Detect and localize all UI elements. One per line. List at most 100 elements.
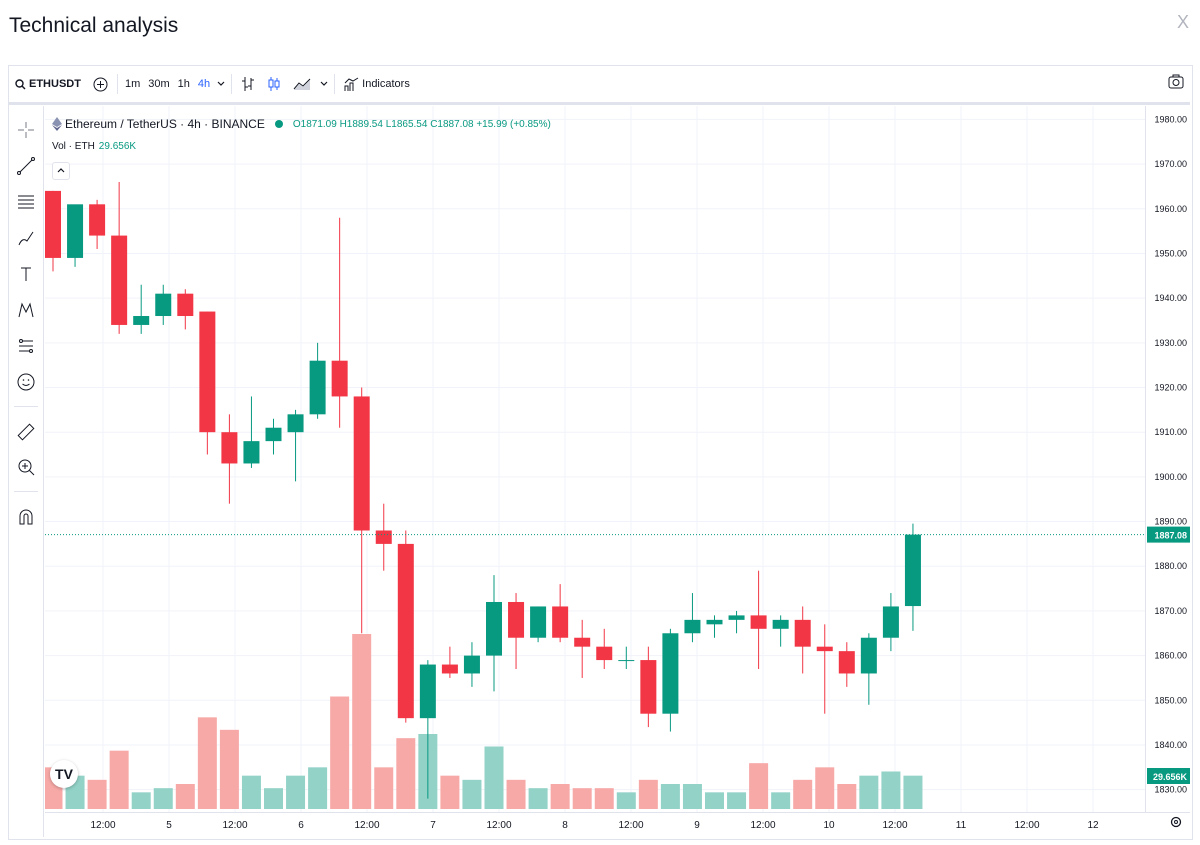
- volume-bar: [793, 779, 813, 809]
- ruler-icon[interactable]: [16, 422, 36, 442]
- volume-bar: [197, 717, 217, 809]
- candle-body: [662, 633, 679, 714]
- price-tick-label: 1900.00: [1154, 472, 1187, 482]
- candle: [353, 387, 370, 634]
- candle-body: [353, 396, 370, 531]
- style-dropdown-chevron-down-icon[interactable]: [317, 66, 331, 102]
- volume-bar: [352, 634, 372, 809]
- volume-bar: [484, 746, 504, 809]
- time-tick-label: 12:00: [750, 820, 775, 831]
- volume-bar: [859, 775, 879, 809]
- volume-bar: [837, 784, 857, 809]
- price-tick-label: 1920.00: [1154, 383, 1187, 393]
- time-tick-label: 11: [956, 820, 967, 831]
- volume-bar: [594, 788, 614, 809]
- text-tool-icon[interactable]: [16, 264, 36, 284]
- price-axis[interactable]: 1980.00 1970.00 1960.00 1950.00 1940.00 1930.…: [1145, 106, 1191, 812]
- candle: [816, 624, 833, 714]
- candle-body: [155, 293, 172, 317]
- toolbar-divider: [14, 406, 38, 407]
- candle: [596, 628, 613, 670]
- candle-body: [331, 360, 348, 397]
- price-tick-label: 1860.00: [1154, 651, 1187, 661]
- timeframe-1h[interactable]: 1h: [177, 78, 190, 90]
- candle: [133, 284, 150, 334]
- chevron-up-icon: [57, 168, 65, 173]
- time-tick-label: 5: [166, 820, 172, 831]
- close-icon[interactable]: X: [1176, 12, 1189, 32]
- candle-body: [552, 606, 569, 638]
- candle: [574, 619, 591, 678]
- volume-legend: Vol · ETH 29.656K: [52, 141, 136, 152]
- time-tick-label: 10: [823, 820, 835, 831]
- zoom-in-icon[interactable]: [16, 457, 36, 477]
- volume-bar: [705, 792, 724, 809]
- brush-icon[interactable]: [16, 228, 36, 248]
- volume-bar: [175, 784, 195, 809]
- drawing-toolbar: [9, 106, 44, 837]
- camera-icon[interactable]: [1168, 74, 1184, 92]
- candle-style-icon[interactable]: [261, 66, 287, 102]
- candle: [67, 204, 84, 267]
- volume-bar: [727, 792, 747, 809]
- volume-bar: [264, 788, 283, 809]
- candle: [287, 409, 304, 482]
- candle-body: [177, 293, 194, 317]
- time-tick-label: 12:00: [882, 820, 907, 831]
- candle: [508, 593, 525, 670]
- candle-body: [772, 619, 789, 629]
- volume-bar: [749, 763, 769, 809]
- volume-bar: [682, 784, 702, 809]
- candle: [111, 181, 128, 334]
- candle-body: [706, 619, 723, 625]
- candle: [397, 530, 414, 723]
- ohlc-values: O1871.09 H1889.54 L1865.54 C1887.08 +15.…: [292, 118, 551, 130]
- trend-line-icon[interactable]: [16, 156, 36, 176]
- volume-bar: [131, 792, 151, 809]
- price-tick-label: 1890.00: [1154, 517, 1187, 527]
- magnet-icon[interactable]: [16, 507, 36, 527]
- search-icon: [15, 78, 26, 89]
- emoji-icon[interactable]: [16, 372, 36, 392]
- candle: [904, 523, 921, 631]
- candle-body: [508, 601, 525, 638]
- pattern-icon[interactable]: [16, 300, 36, 320]
- candle-body: [750, 615, 767, 629]
- candle-body: [243, 441, 260, 464]
- time-tick-label: 9: [694, 820, 700, 831]
- candle-body: [67, 204, 84, 258]
- candle: [772, 615, 789, 647]
- collapse-legend-button[interactable]: [52, 162, 70, 180]
- price-tick-label: 1910.00: [1154, 427, 1187, 437]
- candle-body: [199, 311, 216, 433]
- candle-series: [45, 181, 921, 799]
- candle-body: [640, 660, 657, 714]
- candle-body: [882, 606, 899, 638]
- candle: [882, 593, 899, 652]
- fib-retracement-icon[interactable]: [16, 192, 36, 212]
- prediction-tool-icon[interactable]: [16, 336, 36, 356]
- timeframe-4h[interactable]: 4h: [197, 78, 211, 90]
- time-axis[interactable]: 12:00 5 12:00 6 12:00 7 12:00 8 12:00 9 12:00 10 12:…: [45, 812, 1190, 838]
- crosshair-icon[interactable]: [16, 120, 36, 140]
- area-style-icon[interactable]: [287, 66, 317, 102]
- volume-bar: [109, 750, 129, 809]
- volume-value: 29.656K: [98, 141, 137, 152]
- price-chart[interactable]: [45, 106, 1145, 812]
- chart-widget-frame: [8, 65, 1193, 840]
- timeframe-1m[interactable]: 1m: [124, 78, 141, 90]
- tradingview-logo[interactable]: TV: [50, 760, 78, 788]
- ethereum-logo-icon: [52, 117, 62, 131]
- candle-body: [530, 606, 547, 638]
- indicators-button[interactable]: Indicators: [338, 66, 416, 102]
- timeframe-30m[interactable]: 30m: [148, 78, 170, 90]
- symbol-search[interactable]: ETHUSDT: [9, 66, 87, 102]
- bar-style-icon[interactable]: [235, 66, 261, 102]
- gear-icon[interactable]: [1170, 816, 1182, 831]
- volume-bar: [330, 696, 350, 809]
- compare-button[interactable]: [87, 66, 114, 102]
- candle-body: [375, 530, 392, 544]
- timeframe-dropdown-chevron-down-icon[interactable]: [214, 66, 228, 102]
- candle: [45, 190, 61, 272]
- candle-body: [596, 646, 613, 661]
